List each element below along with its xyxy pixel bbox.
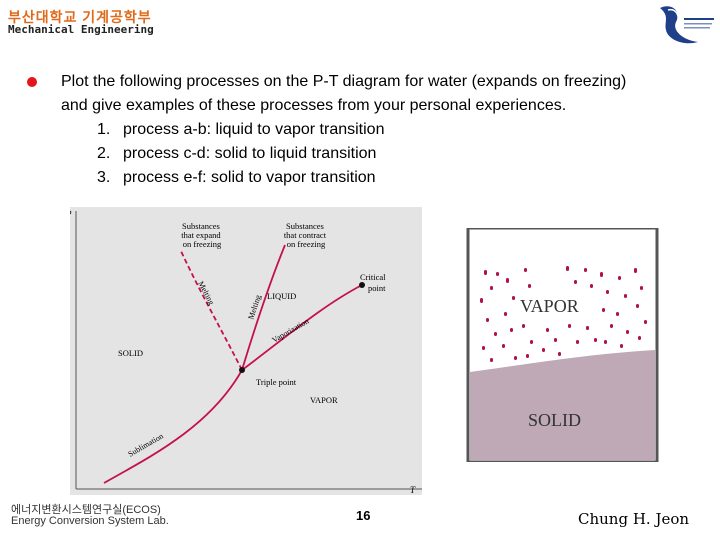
lab-name-english: Energy Conversion System Lab. xyxy=(11,515,169,527)
university-logo-icon xyxy=(660,6,714,44)
vapor-particles xyxy=(480,266,647,362)
sublimation-illustration: VAPOR SOLID xyxy=(466,228,659,462)
region-solid-label: SOLID xyxy=(118,348,143,358)
triple-point-label: Triple point xyxy=(256,377,297,387)
critical-point-label: Critical point xyxy=(360,272,388,293)
melting-curve-expand xyxy=(179,248,243,371)
lab-name-korean: 에너지변환시스템연구실(ECOS) xyxy=(11,504,161,516)
critical-point-marker xyxy=(359,282,365,288)
process-item: 3. process e-f: solid to vapor transition xyxy=(97,169,376,186)
melting-curve-contract xyxy=(241,244,286,371)
vapor-label: VAPOR xyxy=(520,296,579,316)
pt-phase-diagram: P T Substances that expand on freezing S… xyxy=(70,207,422,495)
region-vapor-label: VAPOR xyxy=(310,395,338,405)
author-name: Chung H. Jeon xyxy=(578,510,690,528)
region-liquid-label: LIQUID xyxy=(267,291,296,301)
intro-line-2: and give examples of these processes fro… xyxy=(61,97,567,114)
axis-t-label: T xyxy=(410,485,416,495)
header-english-title: Mechanical Engineering xyxy=(8,23,154,36)
process-item: 1. process a-b: liquid to vapor transitio… xyxy=(97,121,385,138)
sublimation-curve xyxy=(103,369,243,484)
intro-line-1: Plot the following processes on the P-T … xyxy=(61,73,627,90)
problem-statement: Plot the following processes on the P-T … xyxy=(61,70,711,190)
header-korean-title: 부산대학교 기계공학부 xyxy=(8,9,152,25)
expand-note: Substances that expand on freezing xyxy=(181,221,223,249)
bullet-icon xyxy=(27,77,37,87)
axis-p-label: P xyxy=(70,209,72,219)
solid-region xyxy=(470,350,655,460)
process-item: 2. process c-d: solid to liquid transitio… xyxy=(97,145,377,162)
vaporization-curve xyxy=(241,284,363,371)
contract-note: Substances that contract on freezing xyxy=(284,221,328,249)
solid-label: SOLID xyxy=(528,410,581,430)
page-number: 16 xyxy=(356,508,371,523)
triple-point-marker xyxy=(239,367,245,373)
